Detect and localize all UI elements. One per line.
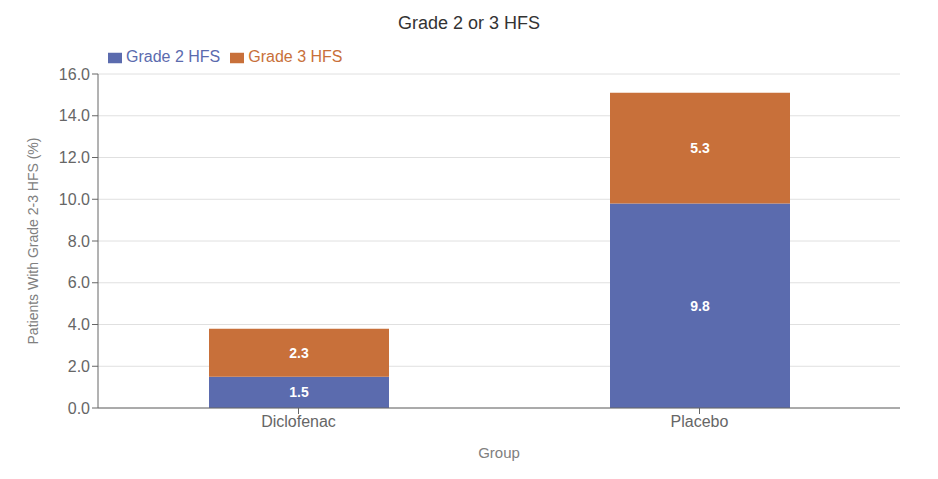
svg-text:Patients With Grade 2-3 HFS (%: Patients With Grade 2-3 HFS (%)	[25, 138, 41, 345]
svg-text:Group: Group	[478, 444, 520, 461]
svg-text:2.0: 2.0	[68, 358, 90, 375]
svg-text:0.0: 0.0	[68, 400, 90, 417]
svg-text:14.0: 14.0	[59, 107, 90, 124]
svg-text:2.3: 2.3	[289, 345, 309, 361]
svg-text:9.8: 9.8	[690, 298, 710, 314]
svg-text:1.5: 1.5	[289, 384, 309, 400]
svg-text:5.3: 5.3	[690, 140, 710, 156]
html-text:Grade 3 HFS: Grade 3 HFS	[248, 48, 343, 65]
svg-text:Diclofenac: Diclofenac	[261, 413, 336, 430]
svg-text:8.0: 8.0	[68, 233, 90, 250]
svg-text:16.0: 16.0	[59, 66, 90, 83]
svg-text:Placebo: Placebo	[671, 413, 729, 430]
html-text:Grade 2 HFS: Grade 2 HFS	[126, 48, 221, 65]
svg-text:12.0: 12.0	[59, 149, 90, 166]
html-text:Grade 2 or 3 HFS: Grade 2 or 3 HFS	[398, 13, 540, 33]
svg-text:6.0: 6.0	[68, 274, 90, 291]
svg-text:4.0: 4.0	[68, 316, 90, 333]
svg-text:10.0: 10.0	[59, 191, 90, 208]
